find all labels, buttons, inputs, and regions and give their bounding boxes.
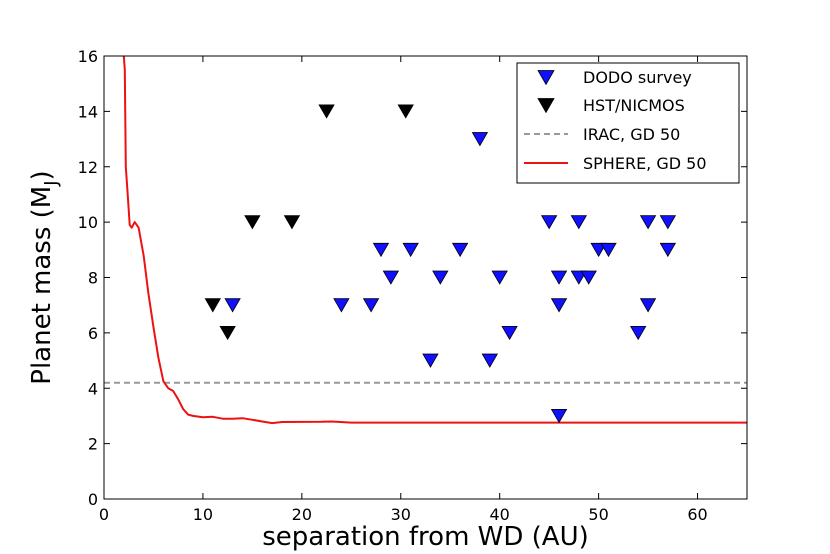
data-point-hst-nicmos <box>244 215 261 230</box>
data-point-dodo-survey <box>402 242 419 258</box>
data-point-hst-nicmos <box>219 325 236 341</box>
y-axis-title-close: ) <box>27 170 57 180</box>
legend-hst-marker-icon <box>537 98 555 114</box>
data-point-dodo-survey <box>372 242 390 258</box>
data-point-dodo-survey <box>540 215 558 230</box>
data-point-dodo-survey <box>600 242 617 258</box>
data-point-dodo-survey <box>629 325 647 341</box>
series-line-sphere-gd-50 <box>122 56 747 425</box>
data-point-hst-nicmos <box>318 104 335 119</box>
x-tick-label: 0 <box>99 505 109 524</box>
data-point-dodo-survey <box>451 242 469 258</box>
y-axis-title-main: Planet mass (M <box>27 186 57 385</box>
data-point-dodo-survey <box>590 242 607 258</box>
x-tick-label: 50 <box>588 505 608 524</box>
data-point-hst-nicmos <box>204 298 222 313</box>
data-point-dodo-survey <box>491 270 508 285</box>
y-tick-label: 8 <box>88 269 98 288</box>
legend-item-dodo: DODO survey <box>537 68 692 87</box>
legend-sphere-label: SPHERE, GD 50 <box>583 154 707 173</box>
data-point-dodo-survey <box>639 298 657 313</box>
data-point-dodo-survey <box>501 325 518 341</box>
data-point-dodo-survey <box>580 270 597 285</box>
x-tick-label: 30 <box>391 505 411 524</box>
y-axis-title: Planet mass (MJ) <box>27 170 62 384</box>
data-point-dodo-survey <box>224 298 241 313</box>
data-point-dodo-survey <box>639 215 657 230</box>
data-point-dodo-survey <box>550 270 568 285</box>
x-axis-title: separation from WD (AU) <box>262 522 589 552</box>
data-point-dodo-survey <box>471 132 489 147</box>
y-tick-label: 2 <box>88 435 98 454</box>
data-point-dodo-survey <box>432 270 449 285</box>
data-point-dodo-survey <box>570 215 588 230</box>
data-point-dodo-survey <box>550 409 568 424</box>
legend-dodo-marker-icon <box>537 70 555 86</box>
x-tick-label: 60 <box>687 505 707 524</box>
data-point-dodo-survey <box>481 353 498 368</box>
y-tick-label: 10 <box>78 213 98 232</box>
data-point-dodo-survey <box>550 298 568 313</box>
y-tick-label: 0 <box>88 490 98 509</box>
legend-irac-label: IRAC, GD 50 <box>583 125 680 144</box>
data-point-dodo-survey <box>422 353 439 368</box>
data-point-dodo-survey <box>659 242 677 258</box>
legend-item-sphere: SPHERE, GD 50 <box>524 154 707 173</box>
data-point-dodo-survey <box>659 215 677 230</box>
legend: DODO survey HST/NICMOS IRAC, GD 50 SPHER… <box>516 62 740 184</box>
marker-layer <box>204 104 677 424</box>
data-point-dodo-survey <box>570 270 588 285</box>
y-axis-title-subscript: J <box>41 180 62 186</box>
legend-dodo-label: DODO survey <box>583 68 692 87</box>
data-point-dodo-survey <box>382 270 400 285</box>
legend-item-hst: HST/NICMOS <box>537 96 685 115</box>
data-point-hst-nicmos <box>397 104 414 119</box>
x-tick-label: 40 <box>490 505 510 524</box>
plot-frame <box>103 55 748 500</box>
y-tick-label: 4 <box>88 379 98 398</box>
y-tick-label: 16 <box>78 47 98 66</box>
series-layer <box>104 56 747 425</box>
data-point-dodo-survey <box>362 298 380 313</box>
y-tick-label: 14 <box>78 102 98 121</box>
y-tick-label: 12 <box>78 158 98 177</box>
legend-item-irac: IRAC, GD 50 <box>524 125 680 144</box>
data-point-dodo-survey <box>333 298 350 313</box>
data-point-hst-nicmos <box>283 215 301 230</box>
x-tick-label: 10 <box>193 505 213 524</box>
legend-hst-label: HST/NICMOS <box>583 96 685 115</box>
y-tick-label: 6 <box>88 324 98 343</box>
x-tick-label: 20 <box>292 505 312 524</box>
